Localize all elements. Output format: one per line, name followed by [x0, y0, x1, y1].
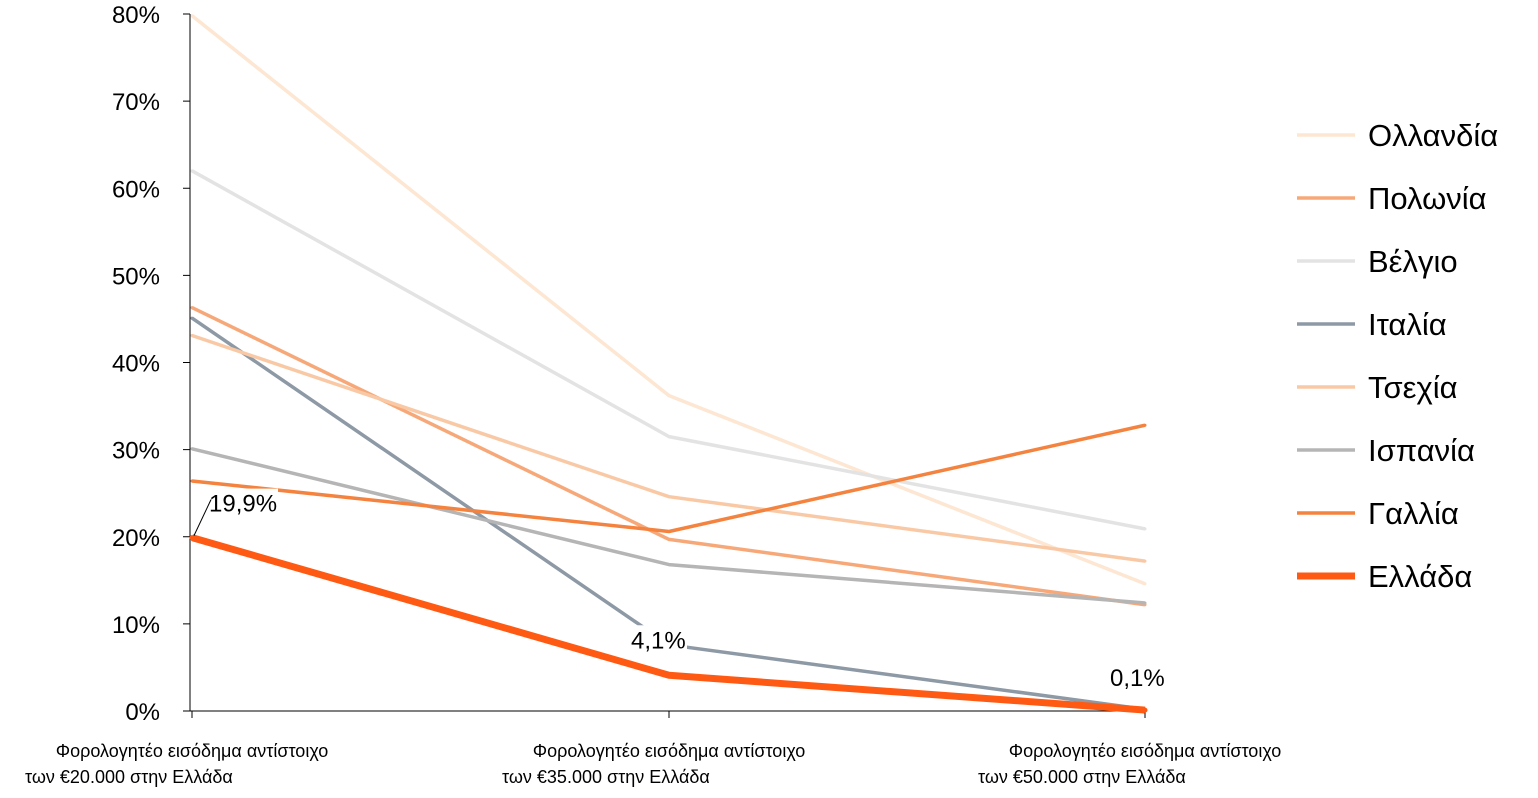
series-point — [1143, 559, 1147, 563]
series-line — [190, 14, 1146, 586]
series-point — [667, 537, 671, 541]
legend-label: Ολλανδία — [1368, 118, 1498, 153]
series-point — [189, 535, 195, 541]
axes: 0% 10% 20% 30% 40% 50% 60% 70% 80% Φορολογητέο ει… — [25, 2, 1281, 787]
series-point — [190, 169, 194, 173]
x-tick-label-line1: Φορολογητέο εισόδημα αντίστοιχο — [533, 741, 806, 761]
series-point — [1143, 601, 1147, 605]
legend-label: Πολωνία — [1368, 181, 1487, 216]
series-point — [667, 435, 671, 439]
series-point — [190, 14, 194, 18]
series-point — [666, 672, 672, 678]
data-label: 19,9% — [209, 491, 277, 518]
data-label-background — [1106, 663, 1166, 694]
series-point — [1143, 423, 1147, 427]
legend-label: Ισπανία — [1368, 433, 1475, 468]
x-tick-label-line2: των €20.000 στην Ελλάδα — [25, 767, 233, 787]
y-tick-label: 60% — [112, 176, 160, 203]
x-tick-label-line1: Φορολογητέο εισόδημα αντίστοιχο — [1009, 741, 1282, 761]
data-label-background — [205, 488, 278, 519]
series-point — [190, 479, 194, 483]
legend-label: Γαλλία — [1368, 496, 1459, 531]
data-label: 4,1% — [631, 627, 686, 654]
series-point — [1143, 582, 1147, 586]
series-point — [667, 530, 671, 534]
x-tick-label-line1: Φορολογητέο εισόδημα αντίστοιχο — [56, 741, 329, 761]
y-tick-label: 40% — [112, 351, 160, 378]
legend-label: Βέλγιο — [1368, 244, 1458, 279]
series-point — [190, 447, 194, 451]
series-point — [190, 316, 194, 320]
x-tick-label-line2: των €35.000 στην Ελλάδα — [502, 767, 710, 787]
series-point — [667, 563, 671, 567]
y-tick-label: 30% — [112, 438, 160, 465]
series-point — [1142, 707, 1148, 713]
data-label-background — [627, 625, 687, 656]
y-tick-label: 50% — [112, 263, 160, 290]
data-labels: 19,9% 4,1% 0,1% — [193, 488, 1166, 694]
series-point — [190, 306, 194, 310]
legend-label: Ιταλία — [1368, 307, 1447, 342]
data-label-leader — [193, 499, 212, 536]
legend-label: Τσεχία — [1368, 370, 1458, 405]
series-point — [667, 394, 671, 398]
x-tick-label-line2: των €50.000 στην Ελλάδα — [978, 767, 1186, 787]
legend: Ολλανδία Πολωνία Βέλγιο Ιταλία Τσεχία Ισπανία… — [1297, 118, 1498, 594]
y-tick-label: 20% — [112, 525, 160, 552]
series-point — [1143, 527, 1147, 531]
series-line — [191, 169, 1146, 531]
series-line — [191, 423, 1146, 534]
series-point — [667, 495, 671, 499]
legend-label: Ελλάδα — [1368, 559, 1472, 594]
series-lines — [189, 14, 1148, 714]
y-tick-label: 0% — [125, 699, 160, 726]
y-tick-label: 80% — [112, 2, 160, 29]
data-label: 0,1% — [1110, 665, 1165, 692]
y-tick-label: 70% — [112, 89, 160, 116]
y-tick-label: 10% — [112, 612, 160, 639]
series-point — [190, 333, 194, 337]
